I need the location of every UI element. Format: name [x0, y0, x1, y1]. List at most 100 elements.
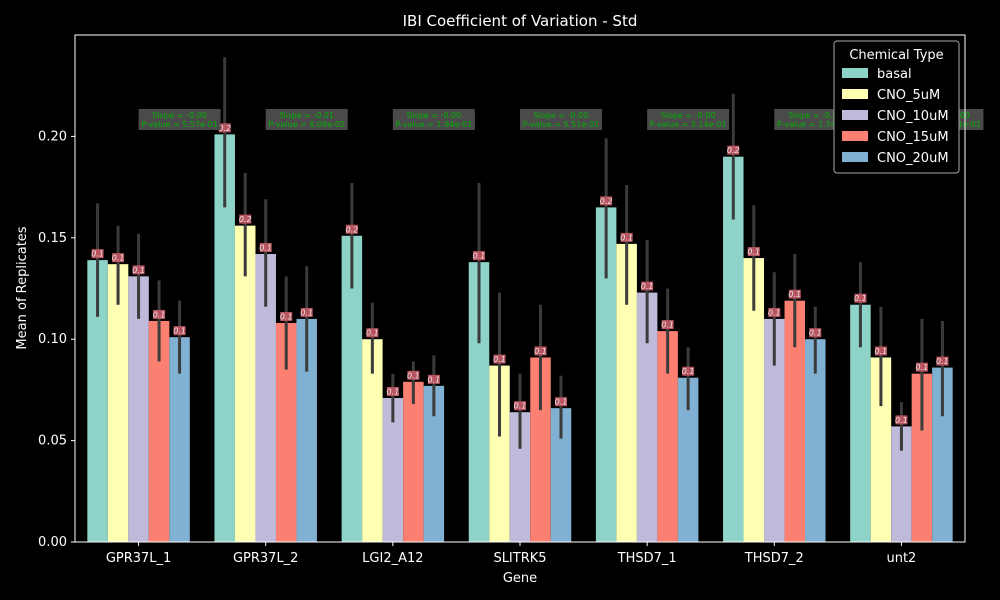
stats-slope-text: Slope = -0.00	[407, 111, 462, 120]
bar	[595, 207, 617, 542]
x-tick-label: GPR37L_1	[106, 551, 172, 566]
stats-pvalue-text: P-value = 2.74e-01	[777, 120, 854, 129]
bar-label-box	[366, 328, 379, 338]
x-tick-label: GPR37L_2	[233, 551, 299, 566]
bar	[468, 262, 490, 542]
bar-label-box	[874, 346, 887, 356]
stats-annotation-box	[647, 109, 730, 130]
x-tick-label: THSD7_2	[744, 551, 804, 566]
bar-label-box	[386, 387, 399, 397]
bar	[296, 318, 317, 542]
bar-label: 0.2	[600, 197, 613, 206]
bar-label: 0.1	[493, 355, 506, 364]
error-bars-layer	[96, 57, 944, 451]
bar-label: 0.1	[788, 290, 801, 299]
bar-label-box	[747, 247, 760, 257]
bar-label: 0.1	[747, 248, 760, 257]
bar	[616, 243, 637, 542]
x-tick-label: unt2	[886, 551, 916, 566]
bar-label-box	[493, 354, 506, 364]
bar-label-box	[768, 307, 781, 317]
bar	[341, 235, 363, 542]
bar-label-box	[259, 243, 272, 253]
y-tick-label: 0.00	[38, 535, 67, 550]
bar	[403, 381, 424, 542]
bar	[657, 331, 678, 542]
bar-label-box	[427, 374, 440, 384]
bar	[723, 156, 744, 542]
bar	[255, 254, 276, 543]
bar-label: 0.1	[407, 371, 420, 380]
legend-label: basal	[877, 67, 912, 82]
bar	[743, 258, 765, 542]
bars-layer	[87, 134, 953, 543]
y-tick-label: 0.05	[38, 434, 67, 449]
legend: Chemical Type basal CNO_5uM CNO_10uM CNO_15u…	[833, 40, 960, 174]
bar-label-box	[661, 320, 674, 330]
bar-label: 0.1	[300, 308, 313, 317]
y-tick-label: 0.20	[38, 129, 67, 144]
bar-label: 0.1	[895, 416, 908, 425]
bar-label-box	[788, 289, 801, 299]
bar-label-box	[91, 249, 104, 259]
stats-slope-text: Slope = -0.01	[279, 111, 334, 120]
bar	[932, 367, 953, 542]
bar-label: 0.1	[427, 375, 440, 384]
bar-label-box	[600, 196, 613, 206]
bar	[382, 398, 404, 542]
bar	[764, 318, 785, 542]
bar-label-box	[641, 281, 654, 291]
stats-slope-text: Slope = -0.00	[661, 111, 716, 120]
bar	[362, 339, 383, 542]
bar-label: 0.2	[727, 146, 740, 155]
chart-title: IBI Coefficient of Variation - Std	[403, 12, 638, 30]
bar-label-box	[239, 214, 252, 224]
y-tick-label: 0.15	[38, 231, 67, 246]
bar-label: 0.2	[218, 124, 231, 133]
stats-annotation-box	[392, 109, 475, 130]
bar-label-box	[682, 366, 695, 376]
bar-label: 0.1	[875, 347, 888, 356]
stats-slope-text: Slope = -0.00	[788, 111, 843, 120]
stats-annotation-box	[265, 109, 348, 130]
legend-swatch	[842, 131, 868, 141]
legend-label: CNO_5uM	[877, 88, 940, 103]
stats-pvalue-text: P-value = 1.94e-01	[395, 120, 472, 129]
bar-label: 0.1	[366, 329, 379, 338]
bar-label: 0.1	[768, 308, 781, 317]
bar-label: 0.1	[386, 388, 399, 397]
bar	[870, 357, 892, 542]
bar-label: 0.1	[661, 321, 674, 330]
legend-label: CNO_10uM	[877, 109, 949, 124]
bar-label: 0.1	[473, 252, 486, 261]
bar-label-box	[620, 232, 633, 242]
bar-labels-layer: 0.1 0.2 0.2 0.1 0.2 0.2 0.1 0.1 0.2 0.1 0.1 0.1 0.1 0…	[91, 123, 949, 425]
bar	[891, 426, 912, 542]
bar	[805, 339, 826, 542]
bar-label: 0.1	[809, 329, 822, 338]
bar-label-box	[132, 265, 145, 275]
x-tick-label: SLITRK5	[493, 551, 546, 566]
bar	[87, 260, 108, 542]
bar	[509, 412, 531, 542]
bar-label-box	[173, 326, 186, 336]
legend-label: CNO_20uM	[877, 151, 949, 166]
bar-label: 0.2	[345, 225, 358, 234]
bar-label: 0.1	[173, 327, 186, 336]
y-axis-label: Mean of Replicates	[15, 226, 30, 349]
bar	[850, 304, 871, 542]
stats-annotation-box	[520, 109, 602, 130]
bar-label-box	[555, 397, 567, 407]
bar	[550, 408, 572, 542]
x-tick-label: THSD7_1	[617, 551, 677, 566]
bar-label-box	[112, 253, 125, 263]
bar-label: 0.1	[280, 312, 293, 321]
bar	[169, 337, 190, 542]
bar-label-box	[854, 293, 867, 303]
bar-label-box	[407, 370, 420, 380]
x-axis: GPR37L_1 GPR37L_2 LGI2_A12 SLITRK5 THSD7_1 TH…	[106, 542, 916, 566]
bar-label: 0.1	[555, 398, 568, 407]
legend-swatch	[842, 110, 868, 120]
legend-swatch	[842, 68, 868, 78]
